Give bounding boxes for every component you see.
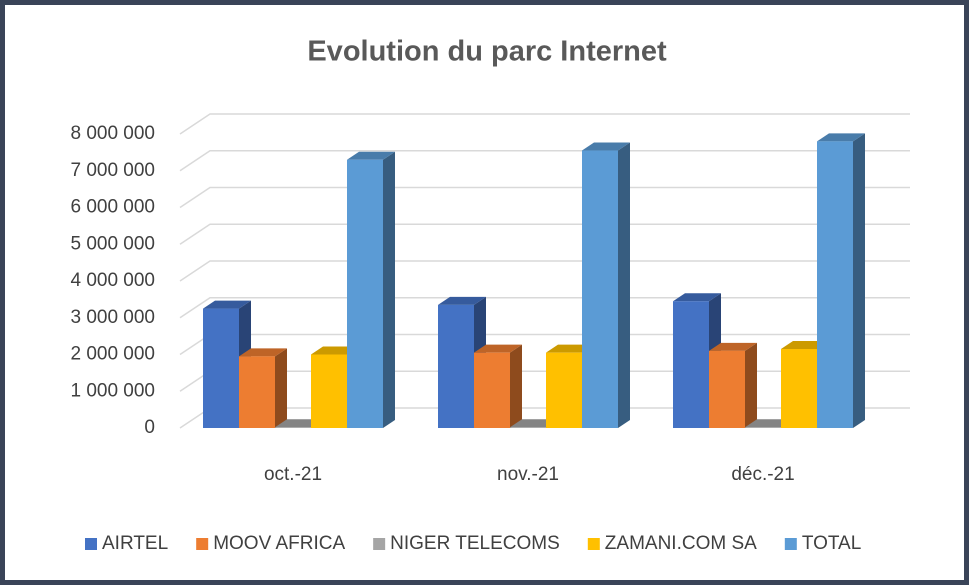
bar-top: [474, 344, 522, 353]
bar-side: [383, 151, 395, 428]
bar: [474, 344, 522, 428]
grid-line: [179, 260, 910, 282]
bar-top: [203, 300, 251, 309]
bar-side: [745, 342, 757, 428]
legend-label: TOTAL: [802, 533, 861, 554]
legend-label: NIGER TELECOMS: [390, 533, 560, 554]
x-tick-label: nov.-21: [497, 464, 559, 485]
y-tick-label: 1 000 000: [70, 380, 155, 401]
bar-front: [781, 348, 817, 428]
y-tick-label: 5 000 000: [70, 233, 155, 254]
bar-top: [673, 293, 721, 302]
bar: [347, 151, 395, 428]
y-tick-label: 7 000 000: [70, 160, 155, 181]
bar-top: [438, 296, 486, 305]
grid-line: [179, 297, 910, 319]
bar: [817, 133, 865, 428]
bar-front: [546, 352, 582, 428]
legend-swatch: [587, 538, 600, 550]
bar-front: [474, 352, 510, 428]
legend-label: MOOV AFRICA: [213, 533, 345, 554]
bar: [239, 348, 287, 428]
bar: [709, 342, 757, 428]
grid-line: [179, 150, 910, 172]
chart: Evolution du parc Internet 0 1 000 000 2 0…: [70, 36, 910, 554]
grid-line: [179, 223, 910, 245]
y-tick-label: 6 000 000: [70, 197, 155, 218]
bar-front: [347, 159, 383, 428]
bar-front: [203, 308, 239, 428]
bar-front: [817, 141, 853, 428]
legend-swatch: [85, 538, 97, 550]
bar-front: [239, 356, 275, 428]
chart-title: Evolution du parc Internet: [307, 36, 667, 68]
grid-line: [179, 113, 910, 135]
y-tick-label: 4 000 000: [70, 270, 155, 291]
bar-front: [673, 301, 709, 428]
bar-side: [618, 142, 630, 428]
y-tick-label: 8 000 000: [70, 123, 155, 144]
legend-label: ZAMANI.COM SA: [605, 533, 757, 554]
y-tick-label: 0: [144, 417, 155, 438]
bar-front: [582, 150, 618, 428]
bar-top: [239, 348, 287, 357]
bar-front: [438, 304, 474, 428]
bar: [582, 142, 630, 428]
bar-front: [745, 427, 781, 428]
bar-side: [275, 348, 287, 428]
bar-side: [853, 133, 865, 428]
bar-side: [510, 344, 522, 428]
bar-top: [817, 133, 865, 142]
bar-front: [275, 427, 311, 428]
y-tick-label: 3 000 000: [70, 307, 155, 328]
legend-swatch: [373, 538, 386, 550]
bar-top: [582, 142, 630, 151]
legend-label: AIRTEL: [102, 533, 168, 554]
bar-front: [311, 354, 347, 428]
legend-swatch: [784, 538, 797, 550]
bar-top: [709, 342, 757, 351]
x-tick-label: oct.-21: [264, 464, 322, 485]
bar-front: [510, 427, 546, 428]
grid-line: [179, 186, 910, 209]
bar-front: [709, 350, 745, 428]
y-tick-label: 2 000 000: [70, 344, 155, 365]
bar-top: [347, 151, 395, 160]
legend-swatch: [196, 538, 209, 550]
x-tick-label: déc.-21: [731, 464, 794, 485]
